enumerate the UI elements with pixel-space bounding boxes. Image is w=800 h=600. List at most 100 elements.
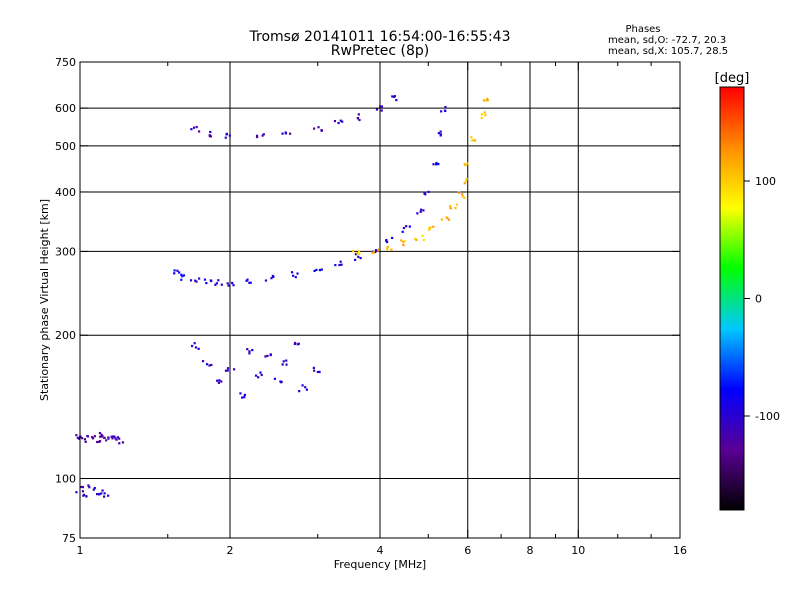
data-point	[354, 253, 358, 256]
data-point	[290, 271, 294, 274]
data-point	[428, 228, 431, 231]
y-tick-label: 300	[55, 245, 76, 258]
data-point	[429, 226, 432, 229]
x-axis: 1 2 4 6 8 10 16	[77, 62, 687, 557]
data-point	[421, 234, 424, 238]
data-point	[201, 360, 205, 363]
data-point	[81, 486, 85, 489]
y-tick-label: 100	[55, 473, 76, 486]
data-point	[273, 377, 277, 380]
data-point	[446, 216, 449, 220]
data-point	[243, 393, 246, 397]
data-point	[178, 271, 181, 274]
data-point	[455, 203, 459, 206]
data-point	[483, 111, 486, 114]
data-point	[245, 279, 248, 282]
data-point	[194, 346, 198, 349]
data-point	[341, 120, 344, 123]
data-point	[337, 121, 340, 125]
data-point	[435, 161, 438, 165]
data-point	[249, 281, 252, 284]
data-point	[214, 283, 217, 286]
colorbar-tick-label: 0	[755, 293, 762, 306]
data-point	[88, 486, 91, 489]
data-point	[440, 110, 443, 113]
data-point	[339, 119, 342, 122]
data-point	[480, 116, 483, 120]
data-point	[464, 180, 467, 183]
data-point	[248, 281, 251, 284]
data-point	[465, 177, 468, 181]
data-point	[427, 190, 430, 193]
data-point	[284, 131, 287, 134]
data-point	[305, 388, 308, 391]
data-point	[228, 134, 231, 137]
data-point	[86, 435, 90, 438]
data-point	[405, 225, 408, 228]
data-point	[80, 485, 83, 489]
y-tick-label: 600	[55, 102, 76, 115]
data-point	[444, 109, 447, 113]
y-tick-label: 500	[55, 140, 76, 153]
data-point	[205, 281, 208, 285]
data-point	[215, 282, 218, 285]
data-point	[391, 236, 394, 240]
data-point	[318, 370, 321, 374]
data-point	[232, 368, 236, 371]
data-point	[99, 435, 102, 438]
data-point	[339, 260, 342, 263]
data-point	[224, 136, 227, 139]
data-point	[480, 113, 483, 116]
data-point	[209, 130, 212, 134]
data-point	[203, 278, 207, 281]
data-point	[449, 207, 452, 210]
colorbar-tick-label: -100	[755, 410, 780, 423]
data-point	[395, 99, 398, 102]
data-point	[231, 281, 234, 285]
data-point	[400, 239, 403, 242]
data-point	[371, 251, 374, 254]
data-point	[220, 283, 223, 286]
data-point	[423, 191, 426, 195]
data-point	[181, 275, 184, 278]
data-point	[259, 371, 262, 374]
y-tick-label: 750	[55, 56, 76, 69]
echo-points	[75, 95, 489, 498]
data-point	[448, 204, 452, 208]
data-point	[209, 279, 212, 282]
data-point	[390, 248, 393, 251]
data-point	[333, 119, 337, 123]
stats-title: Phases	[625, 24, 660, 35]
data-point	[246, 348, 249, 351]
data-point	[282, 360, 285, 363]
data-point	[101, 434, 104, 438]
data-point	[414, 237, 417, 240]
data-point	[294, 276, 297, 279]
data-point	[291, 274, 295, 277]
data-point	[103, 436, 106, 439]
data-point	[461, 195, 464, 198]
data-point	[78, 437, 81, 440]
data-point	[391, 95, 394, 98]
data-point	[98, 440, 102, 443]
data-point	[195, 125, 198, 129]
data-point	[208, 135, 211, 138]
data-point	[197, 130, 201, 133]
data-point	[312, 127, 316, 130]
data-point	[296, 272, 299, 275]
data-point	[402, 226, 406, 230]
y-axis: 75 100 200 300 400 500 600 750	[55, 56, 680, 545]
data-point	[264, 355, 267, 358]
data-point	[93, 435, 96, 438]
data-point	[422, 238, 425, 242]
data-point	[107, 494, 110, 497]
data-point	[121, 441, 125, 444]
data-point	[424, 193, 427, 196]
data-point	[377, 249, 380, 252]
y-tick-label: 75	[62, 532, 76, 545]
stats-o-mode: mean, sd,O: -72.7, 20.3	[608, 35, 726, 46]
data-point	[372, 251, 375, 254]
data-point	[197, 347, 200, 350]
data-point	[470, 136, 473, 139]
